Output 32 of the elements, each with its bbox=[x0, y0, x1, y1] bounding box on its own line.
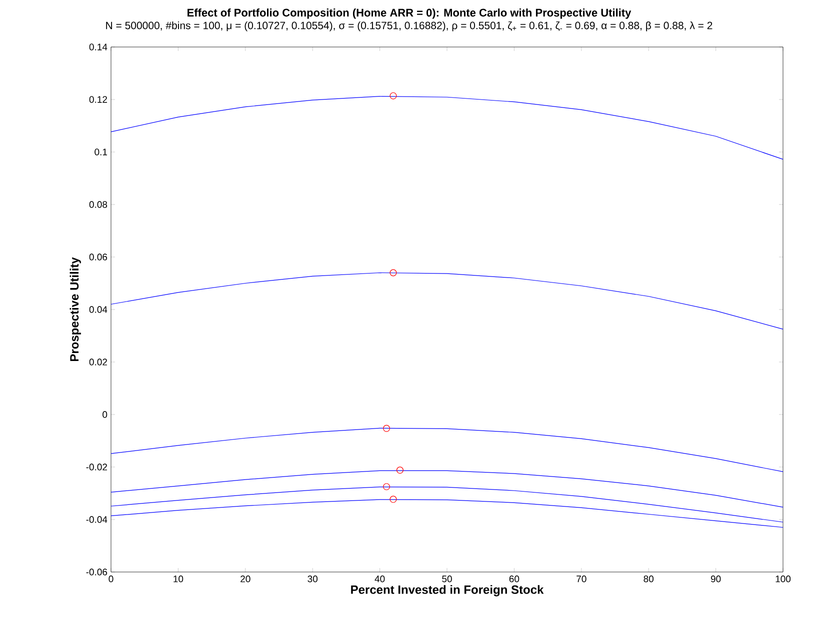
y-tick-label: 0.08 bbox=[89, 201, 108, 208]
line-series bbox=[110, 428, 784, 472]
x-tick-label: 10 bbox=[174, 576, 184, 582]
y-tick-label: 0.04 bbox=[89, 306, 108, 313]
line-series bbox=[110, 272, 784, 330]
chart-subtitle: N = 500000, #bins = 100, μ = (0.10727, 0.10554), σ = (0.15751, 0.16882), ρ = 0.5501, ζ$_{+}$ = 0.61, ζ$_{-}$ = 0.69, α = 0.88, β = 0.88, λ = 2 bbox=[106, 22, 712, 32]
x-axis-title: Percent Invested in Foreign Stock bbox=[351, 585, 544, 596]
y-tick-label: 0 bbox=[102, 411, 108, 418]
line-series bbox=[110, 470, 784, 508]
y-tick-label: -0.02 bbox=[86, 464, 108, 470]
y-tick-label: -0.04 bbox=[86, 516, 108, 523]
y-tick-label: 0.06 bbox=[89, 254, 108, 260]
x-tick-label: 90 bbox=[710, 576, 721, 582]
y-tick-label: -0.06 bbox=[86, 568, 108, 576]
x-tick-label: 0 bbox=[108, 576, 114, 582]
x-tick-label: 70 bbox=[576, 576, 586, 582]
chart-title: Effect of Portfolio Composition (Home ARR = 0): Monte Carlo with Prospective Utility bbox=[188, 8, 632, 19]
y-tick-label: 0.1 bbox=[94, 148, 108, 156]
x-tick-label: 30 bbox=[308, 576, 318, 582]
line-series bbox=[110, 499, 784, 528]
y-axis-title: Prospective Utility bbox=[70, 257, 81, 362]
line-series bbox=[110, 96, 784, 160]
y-tick-label: 0.12 bbox=[89, 96, 108, 103]
y-tick-label: 0.02 bbox=[89, 358, 108, 366]
x-tick-label: 40 bbox=[374, 576, 385, 582]
y-tick-label: 0.14 bbox=[89, 44, 108, 50]
x-tick-label: 100 bbox=[776, 576, 791, 582]
x-tick-label: 80 bbox=[644, 576, 654, 582]
x-tick-label: 50 bbox=[442, 576, 452, 582]
x-tick-label: 60 bbox=[509, 576, 520, 582]
line-series bbox=[110, 486, 784, 522]
x-tick-label: 20 bbox=[240, 576, 250, 582]
